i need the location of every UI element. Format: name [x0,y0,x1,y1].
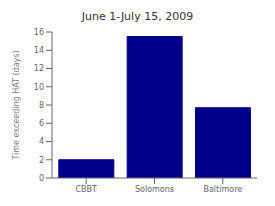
svg-text:4: 4 [39,137,44,146]
svg-text:8: 8 [39,101,44,110]
svg-text:14: 14 [34,46,44,55]
svg-text:6: 6 [39,119,44,128]
svg-text:12: 12 [34,64,44,73]
svg-text:16: 16 [34,28,44,37]
svg-text:Baltimore: Baltimore [203,185,242,194]
svg-text:0: 0 [39,174,44,183]
svg-text:10: 10 [34,83,44,92]
html-text:June 1-July 15, 2009: June 1-July 15, 2009 [81,10,194,23]
svg-text:Solomons: Solomons [135,185,174,194]
svg-text:2: 2 [39,156,44,165]
svg-text:Time exceeding HAT (days): Time exceeding HAT (days) [12,50,21,160]
svg-text:CBBT: CBBT [75,185,97,194]
